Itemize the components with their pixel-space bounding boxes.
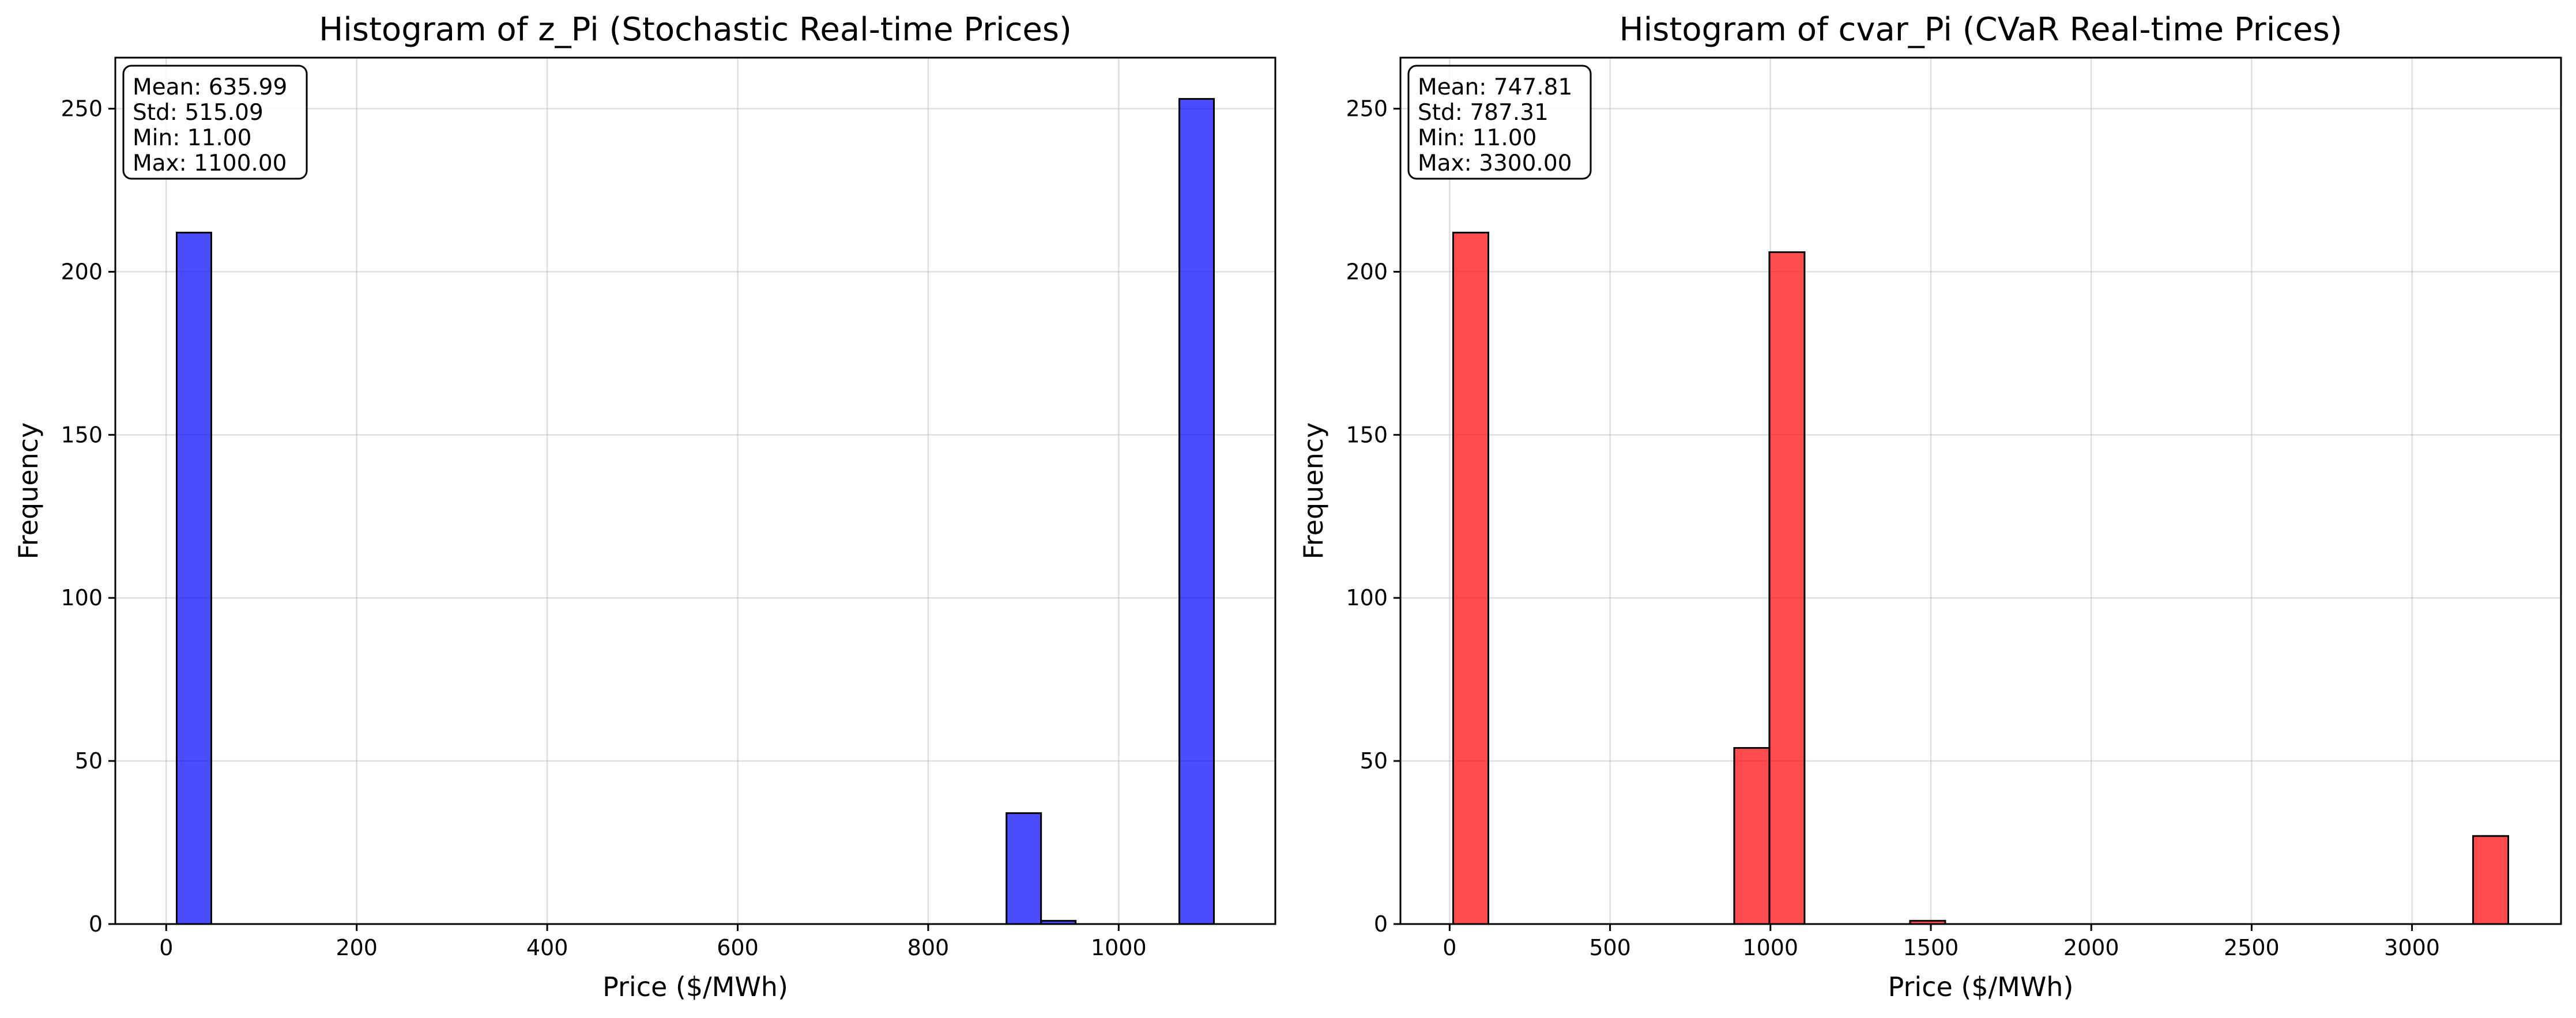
y-tick-label: 100 (1346, 585, 1388, 610)
histogram-bar (1768, 251, 1806, 925)
chart-panel-2: 0 500 1000 1500 2000 2500 3000 0 50 100 150 200 250 H… (1298, 11, 2562, 1002)
y-tick-label: 50 (1360, 748, 1388, 774)
histogram-bar (1005, 812, 1042, 925)
stats-line: Max: 1100.00 (133, 150, 287, 176)
axes-frame (114, 56, 1276, 925)
histogram-bar (1733, 746, 1771, 925)
chart-title: Histogram of z_Pi (Stochastic Real-time … (319, 11, 1072, 48)
y-axis-label: Frequency (1298, 423, 1329, 560)
x-tick-label: 600 (717, 935, 759, 960)
stats-line: Max: 3300.00 (1418, 150, 1572, 176)
stats-line: Std: 515.09 (133, 100, 263, 126)
stats-box (122, 65, 308, 180)
y-tick-label: 200 (61, 259, 103, 284)
stats-line: Mean: 635.99 (133, 74, 287, 100)
stats-line: Mean: 747.81 (1418, 74, 1572, 100)
y-tick-label: 150 (1346, 422, 1388, 447)
stats-line: Std: 787.31 (1418, 100, 1549, 126)
x-tick-label: 3000 (2384, 935, 2440, 960)
chart-title: Histogram of cvar_Pi (CVaR Real-time Pri… (1619, 11, 2342, 48)
x-tick-label: 1500 (1903, 935, 1959, 960)
x-tick-label: 1000 (1742, 935, 1798, 960)
x-tick-label: 800 (907, 935, 950, 960)
y-tick-label: 250 (61, 96, 103, 122)
x-tick-label: 0 (1443, 935, 1456, 960)
x-axis-label: Price ($/MWh) (602, 971, 788, 1002)
stats-line: Min: 11.00 (1418, 125, 1536, 151)
y-tick-label: 200 (1346, 259, 1388, 284)
histogram-bar (1452, 232, 1489, 925)
x-axis-label: Price ($/MWh) (1888, 971, 2074, 1002)
x-tick-label: 1000 (1091, 935, 1147, 960)
y-tick-label: 100 (61, 585, 103, 610)
stats-box (1407, 65, 1592, 180)
x-tick-label: 2000 (2063, 935, 2119, 960)
histogram-bar (1178, 98, 1215, 925)
x-tick-label: 400 (526, 935, 568, 960)
x-tick-label: 2500 (2224, 935, 2280, 960)
y-tick-label: 50 (75, 748, 103, 774)
histogram-bar (2472, 835, 2510, 925)
stats-line: Min: 11.00 (133, 125, 251, 151)
y-tick-label: 0 (89, 911, 103, 937)
axes-frame (1399, 56, 2562, 925)
y-tick-label: 0 (1374, 911, 1388, 937)
histogram-bar (175, 232, 212, 925)
x-tick-label: 500 (1589, 935, 1631, 960)
x-tick-label: 200 (336, 935, 378, 960)
y-tick-label: 150 (61, 422, 103, 447)
chart-panel-1: 0 200 400 600 800 1000 0 50 100 150 200 250 Histogra… (13, 11, 1276, 1002)
y-axis-label: Frequency (13, 423, 44, 560)
y-tick-label: 250 (1346, 96, 1388, 122)
x-tick-label: 0 (159, 935, 173, 960)
